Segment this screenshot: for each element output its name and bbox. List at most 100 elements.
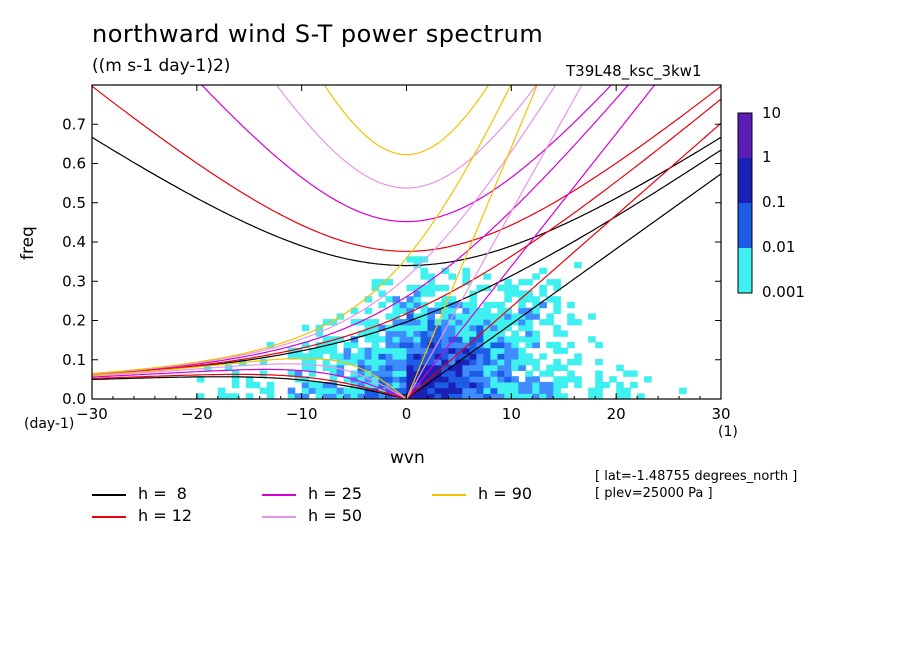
power-cell [567,376,575,383]
power-cell [462,279,470,286]
power-cell [385,313,394,320]
power-cell [497,341,505,349]
power-cell [518,336,526,343]
power-cell [350,336,359,343]
colorbar-label: 0.001 [762,283,805,301]
power-cell [539,319,547,326]
power-cell [504,284,512,292]
legend-label-h25: h = 25 [308,484,363,503]
power-cell [462,324,470,332]
power-cell [350,341,359,349]
power-cell [539,267,547,274]
power-cell [539,284,547,292]
power-cell [553,359,561,366]
power-cell [427,359,436,366]
power-cell [413,284,422,292]
power-cell [385,364,394,371]
power-cell [329,319,338,326]
power-cell [497,393,505,399]
power-cell [392,336,401,343]
power-cell [308,347,317,354]
power-cell [364,336,373,343]
power-cell [364,347,373,354]
power-cell [385,336,394,343]
power-cell [518,296,526,303]
power-cell [504,307,512,314]
power-cell [413,364,422,371]
power-cell [476,381,484,389]
power-cell [427,279,436,286]
power-cell [231,376,240,383]
power-cell [399,319,408,326]
power-cell [441,370,449,377]
latitude-info: [ lat=-1.48755 degrees_north ] [595,469,798,484]
power-cell [364,296,373,303]
power-cell [322,364,331,371]
power-cell [441,307,449,314]
power-cell [553,301,561,309]
power-cell [448,370,456,377]
power-cell [532,296,540,303]
power-cell [399,336,408,343]
legend-label-h12: h = 12 [138,506,193,525]
power-cell [490,353,498,360]
power-cell [490,324,498,332]
power-cell [532,393,540,399]
power-cell [483,347,491,354]
power-cell [476,376,484,383]
power-cell [266,381,275,389]
power-cell [504,370,512,377]
power-cell [350,353,359,360]
power-cell [448,273,456,280]
power-cell [441,284,449,292]
power-cell [413,353,422,360]
power-cell [497,364,505,371]
power-cell [532,376,540,383]
power-cell [490,347,498,354]
power-cell [434,364,443,371]
power-cell [483,376,491,383]
power-cell [259,359,268,366]
power-cell [399,330,408,337]
power-cell [378,353,387,360]
dispersion-curve [92,368,407,399]
power-cell [315,347,324,354]
power-cell [371,324,380,332]
power-cell [567,370,575,377]
power-cell [399,353,408,360]
power-cell [469,296,477,303]
power-cell [301,364,310,371]
power-cell [455,359,463,366]
power-cell [350,359,359,366]
dispersion-curve [323,85,490,156]
power-cell [462,341,470,349]
power-cell [371,336,380,343]
power-cell [448,324,456,332]
power-cell [560,381,568,389]
power-cell [462,313,470,320]
power-cell [595,381,603,389]
x-tick-label: −20 [181,405,213,423]
power-cell [315,330,324,337]
dispersion-curve [92,85,512,375]
power-cell [371,319,380,326]
y-axis-label: freq [18,226,38,260]
power-cell [490,381,498,389]
power-cell [336,370,345,377]
power-cell [630,381,638,389]
power-cell [476,353,484,360]
power-cell [378,359,387,366]
power-cell [427,319,436,326]
power-cell [385,376,394,383]
power-cell [483,370,491,377]
x-axis: −30 −20 −10 0 10 20 30 [76,85,731,423]
power-cell [518,301,526,309]
power-cell [406,364,415,371]
power-cell [350,319,359,326]
power-cell [455,376,463,383]
power-cell [553,324,561,332]
power-cell [343,353,352,360]
power-cell [357,387,366,394]
power-cell [504,324,512,332]
